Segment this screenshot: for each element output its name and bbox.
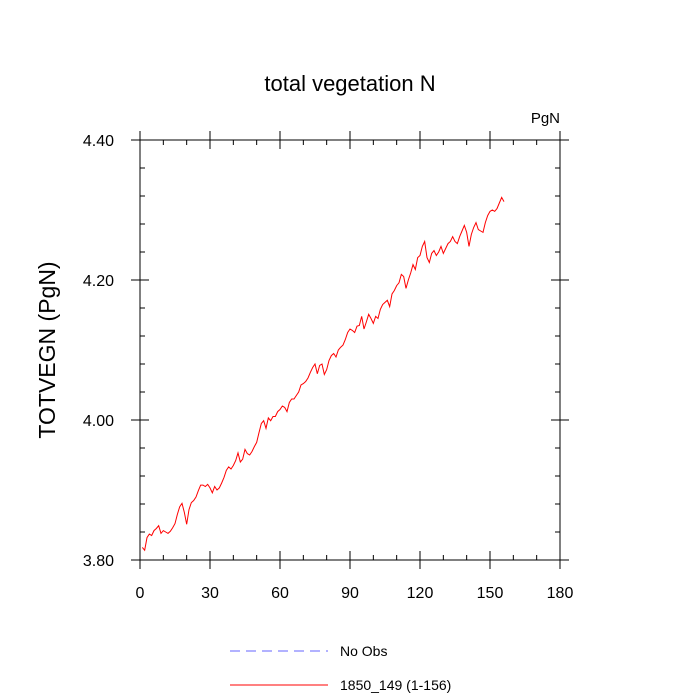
x-tick-label: 0 bbox=[136, 585, 145, 602]
x-tick-label: 150 bbox=[477, 585, 504, 602]
plot-area bbox=[139, 139, 561, 561]
legend-label: No Obs bbox=[340, 643, 387, 659]
x-tick-label: 30 bbox=[201, 585, 219, 602]
x-tick-label: 60 bbox=[271, 585, 289, 602]
x-tick-label: 180 bbox=[547, 585, 574, 602]
series-line bbox=[141, 196, 505, 552]
y-tick-label: 4.00 bbox=[83, 413, 114, 430]
y-tick-label: 4.20 bbox=[83, 273, 114, 290]
x-tick-label: 120 bbox=[407, 585, 434, 602]
y-axis-label: TOTVEGN (PgN) bbox=[34, 261, 60, 438]
legend-label: 1850_149 (1-156) bbox=[340, 677, 451, 693]
legend: No Obs 1850_149 (1-156) bbox=[230, 643, 451, 693]
units-label: PgN bbox=[531, 110, 560, 127]
series-lines bbox=[141, 196, 505, 552]
y-tick-label: 4.40 bbox=[83, 133, 114, 150]
x-tick-label: 90 bbox=[341, 585, 359, 602]
y-tick-label: 3.80 bbox=[83, 553, 114, 570]
plot-border bbox=[139, 139, 561, 561]
chart-title: total vegetation N bbox=[264, 71, 435, 96]
axis-ticks: 0 30 60 90 120 150 180 3.80 4.00 4.20 4.40 bbox=[83, 131, 574, 602]
chart-title-group: total vegetation N PgN TOTVEGN (PgN) bbox=[34, 71, 560, 439]
